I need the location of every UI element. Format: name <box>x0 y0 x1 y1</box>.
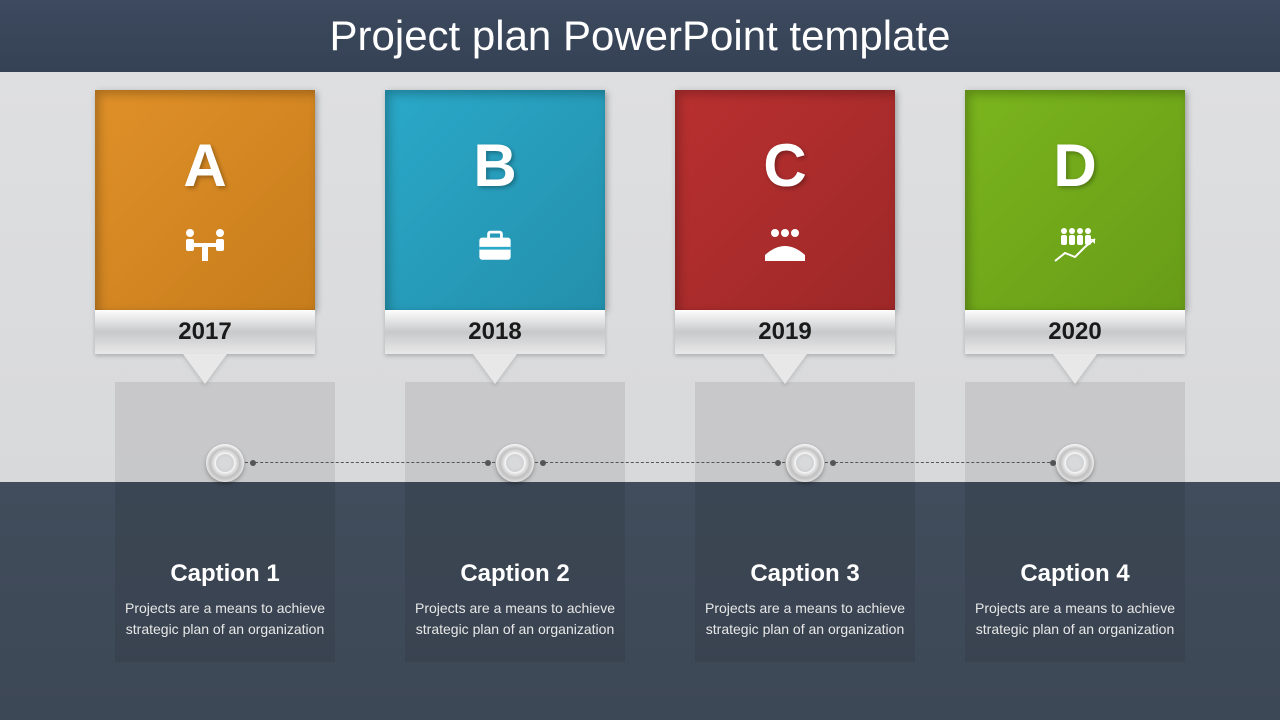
year-banner-3: 2019 <box>675 310 895 354</box>
caption-title: Caption 3 <box>695 560 915 588</box>
connector-dot <box>540 460 546 466</box>
pointer-3 <box>763 354 807 384</box>
card-letter: C <box>763 131 806 200</box>
card-letter: D <box>1053 131 1096 200</box>
caption-text: Projects are a means to achieve strategi… <box>405 598 625 640</box>
year-banner-4: 2020 <box>965 310 1185 354</box>
caption-block-1: Caption 1 Projects are a means to achiev… <box>115 560 335 640</box>
briefcase-icon <box>470 220 520 270</box>
caption-text: Projects are a means to achieve strategi… <box>965 598 1185 640</box>
growth-team-icon <box>1050 220 1100 270</box>
caption-title: Caption 2 <box>405 560 625 588</box>
card-letter: B <box>473 131 516 200</box>
card-a: A <box>95 90 315 310</box>
pointer-4 <box>1053 354 1097 384</box>
caption-text: Projects are a means to achieve strategi… <box>115 598 335 640</box>
timeline-item-4: D 2020 <box>965 90 1185 384</box>
slide-title: Project plan PowerPoint template <box>0 0 1280 72</box>
card-c: C <box>675 90 895 310</box>
pointer-1 <box>183 354 227 384</box>
caption-title: Caption 4 <box>965 560 1185 588</box>
timeline-ring-3 <box>786 444 824 482</box>
caption-title: Caption 1 <box>115 560 335 588</box>
connector-dot <box>830 460 836 466</box>
caption-block-4: Caption 4 Projects are a means to achiev… <box>965 560 1185 640</box>
audience-icon <box>760 220 810 270</box>
timeline-item-1: A 2017 <box>95 90 315 384</box>
connector-dot <box>775 460 781 466</box>
connector-1 <box>245 462 495 463</box>
card-letter: A <box>183 131 226 200</box>
connector-3 <box>825 462 1055 463</box>
year-banner-1: 2017 <box>95 310 315 354</box>
caption-block-2: Caption 2 Projects are a means to achiev… <box>405 560 625 640</box>
caption-block-3: Caption 3 Projects are a means to achiev… <box>695 560 915 640</box>
year-banner-2: 2018 <box>385 310 605 354</box>
timeline-item-2: B 2018 <box>385 90 605 384</box>
meeting-icon <box>180 220 230 270</box>
caption-text: Projects are a means to achieve strategi… <box>695 598 915 640</box>
card-d: D <box>965 90 1185 310</box>
timeline-ring-2 <box>496 444 534 482</box>
timeline-ring-1 <box>206 444 244 482</box>
connector-dot <box>485 460 491 466</box>
card-b: B <box>385 90 605 310</box>
timeline-item-3: C 2019 <box>675 90 895 384</box>
connector-2 <box>535 462 785 463</box>
card-row: A 2017 B 2018 C 2019 D <box>0 90 1280 384</box>
connector-dot <box>250 460 256 466</box>
pointer-2 <box>473 354 517 384</box>
timeline-ring-4 <box>1056 444 1094 482</box>
